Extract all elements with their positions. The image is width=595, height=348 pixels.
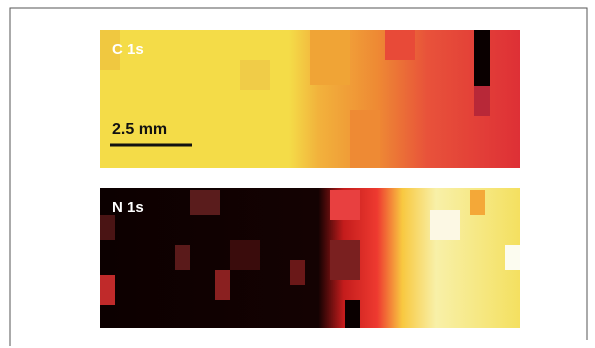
cell (290, 260, 305, 285)
cell (345, 300, 360, 328)
n1s-map: N 1s (100, 188, 520, 328)
cell (240, 60, 270, 90)
cell (470, 190, 485, 215)
page: C 1s 2.5 mm N 1s (() => { const data = J… (0, 0, 595, 348)
cell (430, 210, 460, 240)
figure: C 1s 2.5 mm N 1s (0, 0, 595, 348)
scale-bar-label: 2.5 mm (112, 121, 167, 138)
heatmap (100, 188, 520, 328)
cell (190, 190, 220, 215)
cell (385, 30, 415, 60)
cell (330, 240, 360, 280)
panel-label: N 1s (112, 199, 144, 216)
cell (100, 215, 115, 240)
cell (175, 245, 190, 270)
cell (350, 110, 380, 168)
cell (215, 270, 230, 300)
cell (310, 30, 350, 85)
cell (330, 190, 360, 220)
cell (474, 86, 490, 116)
cell (474, 30, 490, 86)
panel-label: C 1s (112, 41, 144, 58)
cell (230, 240, 260, 270)
cell (100, 275, 115, 305)
c1s-map: C 1s 2.5 mm (100, 30, 520, 168)
cell (505, 245, 520, 270)
